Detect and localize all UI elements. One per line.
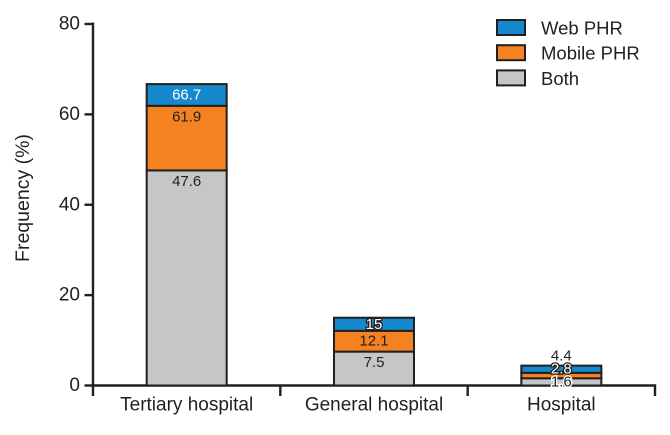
bar-segment-web-phr-hospital xyxy=(520,364,603,374)
legend-label-mobile-phr: Mobile PHR xyxy=(541,43,640,64)
bar-value-label-general-hospital-0: 15 xyxy=(366,316,383,333)
bar-value-label-tertiary-hospital-0: 66.7 xyxy=(172,86,201,103)
y-tick-label-80: 80 xyxy=(59,14,80,35)
bar-value-label-tertiary-hospital-1: 61.9 xyxy=(172,108,201,125)
bar-segment-mobile-phr-tertiary-hospital xyxy=(145,104,228,172)
bar-segment-web-phr-general-hospital xyxy=(333,316,415,332)
bar-value-label-hospital-0: 4.4 xyxy=(551,347,572,364)
bar-value-label-hospital-1: 2.8 xyxy=(551,360,572,377)
bar-segment-both-general-hospital xyxy=(333,350,415,387)
y-tick-label-40: 40 xyxy=(59,194,80,215)
y-tick-label-60: 60 xyxy=(59,104,80,125)
legend-swatch-mobile-phr xyxy=(496,44,526,62)
y-axis-title: Frequency (%) xyxy=(12,134,34,262)
bar-value-label-general-hospital-2: 7.5 xyxy=(364,354,385,371)
x-category-label-hospital: Hospital xyxy=(527,395,596,416)
legend-swatch-both xyxy=(496,69,526,87)
y-tick-label-20: 20 xyxy=(59,285,80,306)
x-category-label-tertiary-hospital: Tertiary hospital xyxy=(120,395,253,416)
x-category-label-general-hospital: General hospital xyxy=(305,395,443,416)
legend-label-both: Both xyxy=(541,68,579,89)
legend-swatch-web-phr xyxy=(496,19,526,36)
bar-segment-web-phr-tertiary-hospital xyxy=(145,83,228,107)
bar-value-label-hospital-2: 1.6 xyxy=(551,373,572,390)
legend-label-web-phr: Web PHR xyxy=(541,18,623,39)
bar-value-label-general-hospital-1: 12.1 xyxy=(359,333,388,350)
y-tick-label-0: 0 xyxy=(69,375,80,396)
bar-value-label-tertiary-hospital-2: 47.6 xyxy=(172,173,201,190)
bar-segment-both-tertiary-hospital xyxy=(145,169,228,387)
